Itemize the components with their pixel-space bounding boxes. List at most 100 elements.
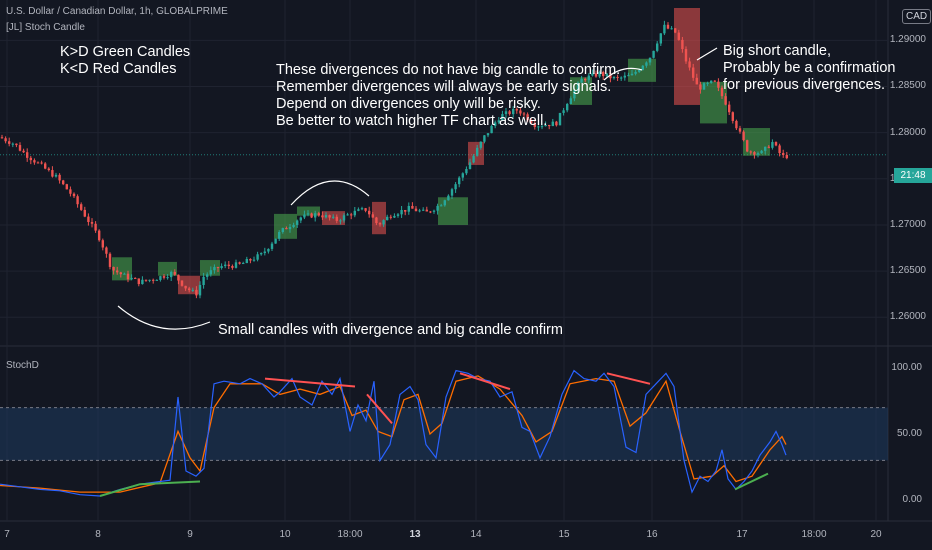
candle-up [638, 69, 641, 72]
candle-up [263, 251, 266, 254]
candle-down [594, 73, 598, 77]
symbol-title[interactable]: U.S. Dollar / Canadian Dollar, 1h, GLOBA… [6, 6, 228, 17]
candle-down [44, 163, 47, 169]
candle-up [558, 112, 562, 126]
candle-up [544, 124, 547, 127]
candle-down [742, 131, 745, 141]
current-price-tag: 21:48 [894, 168, 932, 183]
candle-up [288, 227, 292, 230]
candle-down [184, 285, 187, 289]
candle-up [360, 208, 364, 210]
candle-up [501, 114, 504, 121]
candle-down [216, 267, 220, 269]
candle-up [512, 109, 515, 115]
candle-up [400, 209, 403, 215]
candle-down [389, 216, 392, 218]
stoch-d-line [0, 375, 787, 493]
stoch-label: 100.00 [891, 362, 922, 373]
candle-down [328, 215, 331, 218]
divergence-arc-bottom [117, 305, 211, 330]
divergence-arc-right [603, 67, 643, 81]
big-short-note: Big short candle, Probably be a confirma… [723, 43, 896, 93]
candle-up [551, 121, 554, 127]
stoch-k-line [0, 369, 787, 497]
candle-down [29, 157, 32, 161]
candle-down [404, 209, 407, 212]
candle-down [411, 205, 414, 209]
candle-up [130, 277, 133, 280]
candle-down [335, 216, 338, 221]
candle-up [620, 77, 623, 79]
pointer-line [696, 47, 718, 61]
divergence-line-green [99, 480, 201, 497]
time-label: 18:00 [801, 529, 827, 540]
stoch-box-red [372, 201, 386, 235]
candle-up [299, 217, 302, 221]
candle-up [303, 214, 306, 218]
currency-badge[interactable]: CAD [902, 9, 932, 24]
candle-down [519, 110, 522, 114]
candle-up [648, 57, 652, 63]
candle-down [368, 210, 371, 215]
divergence-line-red [366, 393, 393, 425]
candle-down [515, 109, 518, 111]
candle-down [18, 145, 22, 151]
candle-down [26, 152, 29, 158]
candle-down [699, 84, 702, 90]
candle-down [738, 128, 742, 132]
candle-down [429, 211, 432, 213]
candle-down [227, 264, 230, 267]
candle-up [213, 267, 216, 271]
candle-up [234, 262, 238, 268]
candle-down [0, 137, 4, 139]
candle-up [220, 266, 223, 269]
candle-up [141, 279, 144, 285]
candle-up [306, 213, 310, 215]
divergence-note: These divergences do not have big candle… [276, 62, 621, 129]
stoch-title[interactable]: StochD [6, 360, 39, 371]
candle-down [692, 67, 695, 78]
candle-up [573, 90, 576, 99]
indicator-title[interactable]: [JL] Stoch Candle [6, 22, 85, 33]
stoch-boxes [112, 8, 770, 295]
candle-up [612, 76, 616, 79]
candle-down [321, 215, 324, 218]
candle-up [706, 82, 709, 84]
small-candles-note: Small candles with divergence and big ca… [218, 322, 563, 338]
candle-up [432, 210, 436, 212]
candle-down [735, 120, 738, 129]
candle-down [310, 213, 313, 218]
stoch-label: 50.00 [896, 428, 922, 439]
candle-up [641, 65, 644, 70]
time-label: 7 [4, 529, 10, 540]
time-label: 16 [646, 529, 658, 540]
candle-up [346, 214, 349, 216]
candle-up [54, 174, 58, 177]
candle-down [238, 262, 241, 264]
candle-down [15, 143, 18, 146]
divergence-arc-top [290, 180, 370, 206]
candle-down [375, 217, 378, 224]
candle-up [566, 103, 569, 111]
stoch-label: 0.00 [902, 494, 922, 505]
candle-up [202, 276, 205, 285]
candle-down [162, 276, 166, 278]
candle-down [533, 123, 536, 127]
candle-down [58, 174, 61, 181]
candle-up [274, 238, 277, 244]
candle-up [587, 75, 590, 81]
candle-up [663, 24, 666, 34]
candle-down [152, 279, 155, 281]
candle-up [191, 289, 194, 291]
candle-down [195, 289, 198, 296]
candle-up [296, 220, 299, 225]
candle-down [4, 138, 7, 142]
divergence-line-green [734, 472, 769, 491]
candle-down [785, 155, 788, 159]
time-label: 20 [870, 529, 882, 540]
candle-up [479, 141, 482, 148]
candle-down [378, 223, 382, 225]
candle-down [76, 196, 79, 205]
candle-up [537, 126, 540, 128]
